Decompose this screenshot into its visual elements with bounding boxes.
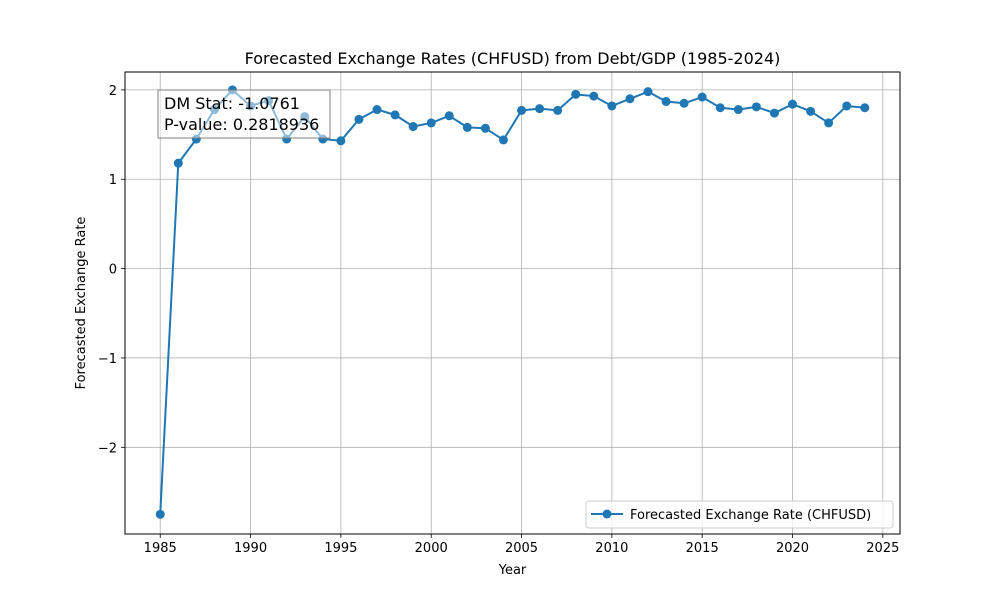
data-point <box>535 104 545 114</box>
data-point <box>715 103 725 113</box>
data-point <box>480 123 490 133</box>
series-line <box>159 88 865 515</box>
data-point <box>426 118 436 128</box>
chart-title: Forecasted Exchange Rates (CHFUSD) from … <box>245 49 781 68</box>
data-point <box>517 105 527 115</box>
grid <box>125 72 900 534</box>
data-point <box>571 89 581 99</box>
data-point <box>842 101 852 111</box>
x-tick-label: 2020 <box>776 541 809 556</box>
data-point <box>408 122 418 132</box>
data-point <box>444 111 454 121</box>
x-tick-label: 1985 <box>144 541 177 556</box>
dm-stat-text: DM Stat: -1.0761 <box>164 94 300 113</box>
data-point <box>607 101 617 111</box>
data-point <box>354 114 364 124</box>
data-point <box>806 106 816 116</box>
ticks: 1985 1990 1995 2000 2005 2010 2015 2020 2025 −2 −1… <box>98 84 900 556</box>
p-value-text: P-value: 0.2818936 <box>164 115 319 134</box>
data-point <box>661 96 671 106</box>
y-tick-label: −1 <box>98 352 117 367</box>
legend-marker-swatch <box>602 509 612 519</box>
data-point <box>733 105 743 115</box>
data-point <box>860 103 870 113</box>
y-tick-label: −2 <box>98 441 117 456</box>
data-point <box>155 509 165 519</box>
data-point <box>589 91 599 101</box>
data-point <box>372 105 382 115</box>
x-axis-label: Year <box>498 563 527 578</box>
data-point <box>643 87 653 97</box>
x-tick-label: 1995 <box>324 541 357 556</box>
data-point <box>390 110 400 120</box>
y-tick-label: 0 <box>109 263 117 278</box>
data-point <box>697 92 707 102</box>
x-tick-label: 2025 <box>866 541 899 556</box>
y-axis-label: Forecasted Exchange Rate <box>74 217 89 390</box>
data-point <box>336 136 346 146</box>
plot-area <box>155 85 870 519</box>
data-point <box>769 108 779 118</box>
x-tick-label: 2005 <box>505 541 538 556</box>
data-point <box>824 118 834 128</box>
data-point <box>553 105 563 115</box>
data-point <box>679 98 689 108</box>
data-point <box>173 158 183 168</box>
x-tick-label: 2015 <box>686 541 719 556</box>
plot-frame <box>124 71 901 535</box>
data-point <box>498 135 508 145</box>
x-tick-label: 2000 <box>415 541 448 556</box>
y-tick-label: 2 <box>109 84 117 99</box>
annotation-box <box>157 89 331 139</box>
stats-annotation: DM Stat: -1.0761 P-value: 0.2818936 <box>157 89 331 139</box>
x-tick-label: 1990 <box>234 541 267 556</box>
data-point <box>462 122 472 132</box>
data-point <box>788 99 798 109</box>
legend-label: Forecasted Exchange Rate (CHFUSD) <box>630 508 871 523</box>
x-tick-label: 2010 <box>595 541 628 556</box>
data-point <box>625 94 635 104</box>
legend: Forecasted Exchange Rate (CHFUSD) <box>585 500 894 529</box>
data-point <box>751 102 761 112</box>
y-tick-label: 1 <box>109 173 117 188</box>
legend-box <box>585 500 894 529</box>
